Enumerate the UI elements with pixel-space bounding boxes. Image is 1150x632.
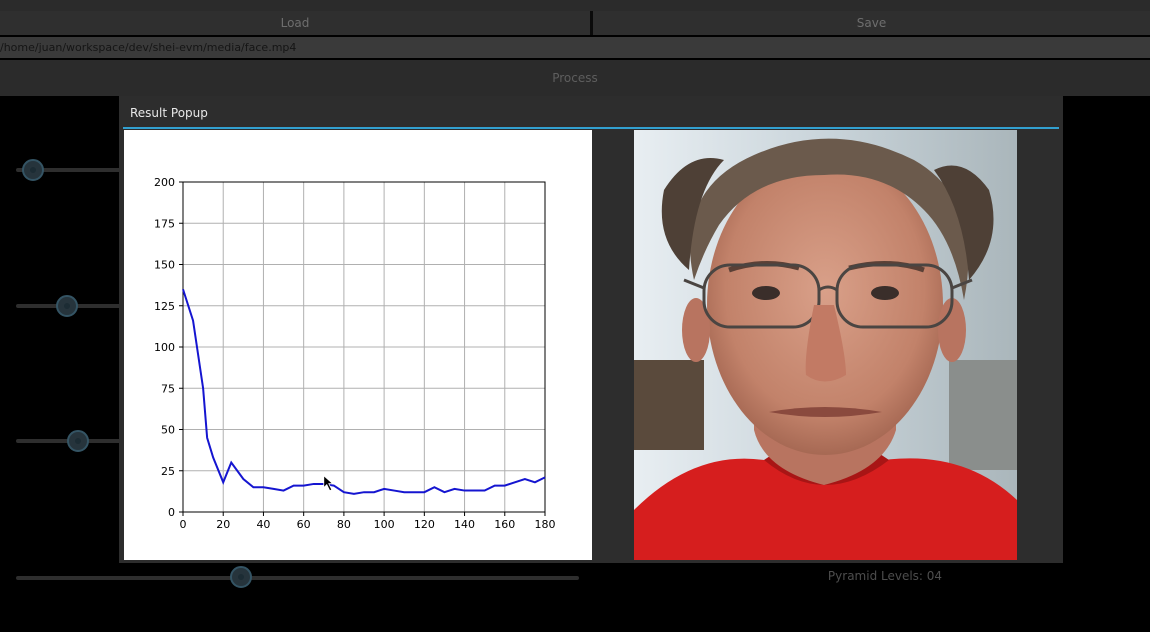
x-tick-label: 80 bbox=[337, 518, 351, 531]
load-button[interactable]: Load bbox=[0, 11, 590, 35]
result-popup: Result Popup 0 20 40 60 80 100 120 140 160 180 0 25… bbox=[119, 96, 1063, 563]
pyramid-levels-slider-handle[interactable] bbox=[230, 566, 252, 588]
y-tick-label: 50 bbox=[161, 424, 175, 437]
signal-line-chart: 0 20 40 60 80 100 120 140 160 180 0 25 50 75 100 125 150… bbox=[154, 176, 556, 531]
face-photo bbox=[634, 130, 1017, 560]
x-tick-label: 60 bbox=[297, 518, 311, 531]
series-line bbox=[182, 288, 546, 495]
x-tick-label: 100 bbox=[374, 518, 395, 531]
y-tick-label: 175 bbox=[154, 217, 175, 230]
y-tick-label: 125 bbox=[154, 300, 175, 313]
face-frame-image bbox=[634, 130, 1017, 560]
x-tick-label: 40 bbox=[256, 518, 270, 531]
slider-2-handle[interactable] bbox=[56, 295, 78, 317]
x-tick-label: 160 bbox=[494, 518, 515, 531]
save-button[interactable]: Save bbox=[593, 11, 1150, 35]
x-tick-label: 180 bbox=[535, 518, 556, 531]
y-tick-label: 150 bbox=[154, 259, 175, 272]
file-path-field[interactable]: /home/juan/workspace/dev/shei-evm/media/… bbox=[0, 37, 1150, 58]
x-tick-label: 0 bbox=[180, 518, 187, 531]
x-tick-label: 120 bbox=[414, 518, 435, 531]
pyramid-levels-label: Pyramid Levels: 04 bbox=[827, 569, 943, 583]
process-button[interactable]: Process bbox=[0, 60, 1150, 96]
y-tick-label: 75 bbox=[161, 382, 175, 395]
pyramid-levels-slider-track[interactable] bbox=[16, 576, 579, 580]
toolbar-divider bbox=[590, 11, 593, 35]
popup-title: Result Popup bbox=[130, 106, 208, 120]
y-tick-label: 25 bbox=[161, 465, 175, 478]
y-tick-label: 200 bbox=[154, 176, 175, 189]
window-title-bar bbox=[0, 0, 1150, 11]
y-tick-label: 0 bbox=[168, 506, 175, 519]
mouse-cursor-icon bbox=[323, 474, 334, 492]
signal-plot-panel: 0 20 40 60 80 100 120 140 160 180 0 25 50 75 100 125 150… bbox=[124, 130, 592, 560]
x-tick-label: 20 bbox=[216, 518, 230, 531]
y-tick-label: 100 bbox=[154, 341, 175, 354]
popup-title-underline bbox=[123, 127, 1059, 129]
x-tick-label: 140 bbox=[454, 518, 475, 531]
slider-1-handle[interactable] bbox=[22, 159, 44, 181]
slider-3-handle[interactable] bbox=[67, 430, 89, 452]
